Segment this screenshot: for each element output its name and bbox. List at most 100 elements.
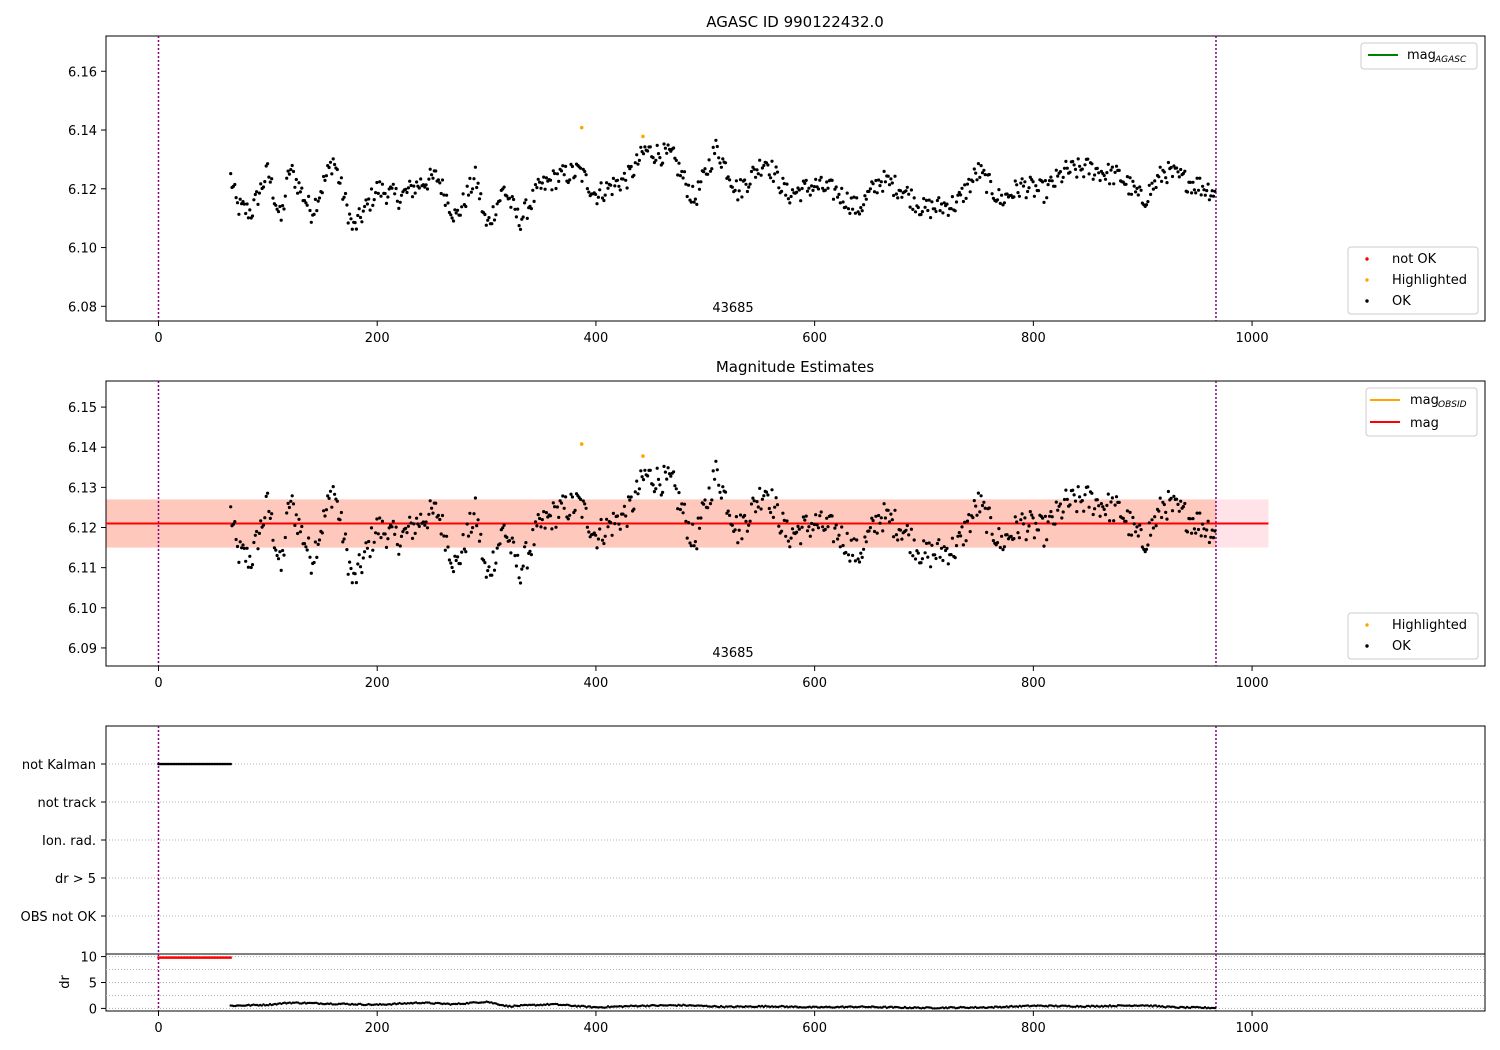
ok-point (797, 188, 801, 192)
ok-point (320, 531, 324, 535)
ok-point (819, 510, 823, 514)
ok-point (831, 197, 836, 201)
ok-point (665, 477, 669, 481)
ok-point (1083, 163, 1087, 167)
ok-point (1102, 507, 1106, 511)
ok-point (466, 193, 471, 197)
ok-point (887, 520, 892, 524)
ok-point (706, 506, 710, 510)
ok-point (857, 212, 862, 216)
panel1-frame (105, 35, 1486, 322)
ok-point (1060, 180, 1064, 184)
dr-point (516, 1004, 519, 1008)
ok-point (909, 527, 914, 531)
ok-point (252, 540, 256, 545)
ok-point (991, 539, 996, 543)
ok-point (1072, 493, 1076, 497)
ok-point (315, 209, 319, 213)
ok-point (1016, 191, 1020, 195)
ok-point (748, 182, 752, 186)
ok-point (1020, 177, 1024, 181)
ok-point (1002, 545, 1007, 549)
y-tick-label: 6.12 (68, 183, 97, 198)
ok-point (815, 523, 819, 527)
ok-point (317, 538, 322, 542)
ok-point (849, 196, 853, 200)
ok-point (360, 220, 364, 224)
ok-point (1181, 505, 1185, 509)
dr-point (1056, 1005, 1059, 1008)
dr-point (651, 1003, 654, 1007)
dr-point (882, 1005, 885, 1008)
ok-point (810, 184, 814, 188)
ok-point (1209, 535, 1213, 539)
ok-point (747, 185, 751, 189)
ok-point (1097, 504, 1101, 508)
ok-point (1103, 513, 1108, 517)
ok-point (651, 483, 655, 487)
ok-point (863, 535, 867, 539)
ok-point (412, 522, 416, 526)
ok-point (785, 182, 789, 186)
ok-point (995, 541, 1000, 545)
x-tick-label: 400 (584, 331, 609, 346)
ok-point (684, 182, 688, 186)
ok-point (1138, 185, 1142, 189)
dr-point (698, 1004, 701, 1007)
ok-point (395, 199, 399, 203)
ok-point (442, 534, 446, 538)
ok-point (964, 196, 968, 200)
ok-point (395, 542, 399, 547)
ok-point (953, 556, 957, 560)
ok-point (1047, 179, 1052, 183)
ok-point (974, 504, 978, 508)
ok-point (484, 223, 488, 227)
ok-point (859, 551, 863, 555)
ok-point (789, 194, 793, 199)
ok-point (525, 566, 529, 570)
ok-point (676, 173, 680, 177)
ok-point (777, 186, 781, 190)
dr-point (752, 1005, 756, 1009)
ok-point (491, 205, 495, 209)
ok-point (447, 210, 451, 215)
ok-point (253, 533, 257, 537)
ok-point (555, 505, 560, 509)
ok-point (316, 199, 320, 203)
ok-point (401, 530, 405, 534)
ok-point (755, 500, 759, 504)
ok-point (291, 502, 296, 506)
ok-point (995, 198, 1000, 202)
ok-point (431, 176, 435, 180)
ok-point (837, 533, 841, 537)
ok-point (997, 527, 1001, 531)
ok-point (558, 499, 562, 503)
ok-point (1032, 194, 1036, 198)
ok-point (974, 171, 978, 175)
ok-point (830, 514, 834, 518)
ok-point (841, 543, 845, 548)
ok-point (484, 575, 488, 579)
ok-point (252, 198, 256, 202)
ok-point (846, 553, 851, 557)
ok-point (307, 536, 311, 540)
ok-point (369, 526, 374, 530)
ok-point (406, 186, 410, 190)
ok-point (774, 165, 778, 169)
ok-point (394, 525, 398, 529)
flag-label: not Kalman (22, 758, 96, 773)
ok-point (919, 561, 923, 565)
ok-point (361, 209, 365, 213)
ok-point (248, 554, 252, 558)
ok-point (1068, 503, 1072, 507)
y-tick-label: 6.09 (68, 642, 97, 657)
ok-point (302, 199, 307, 203)
ok-point (398, 544, 402, 548)
ok-point (438, 517, 442, 522)
ok-point (289, 168, 293, 172)
ok-point (699, 180, 703, 184)
ok-point (882, 169, 886, 173)
ok-point (697, 187, 702, 191)
ok-point (826, 525, 830, 529)
ok-point (960, 525, 964, 529)
